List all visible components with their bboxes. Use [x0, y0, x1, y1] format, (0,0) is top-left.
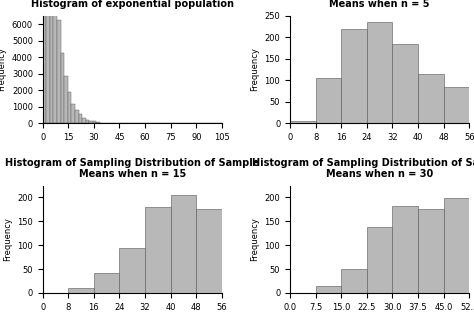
Bar	[96, 122, 100, 123]
Bar	[43, 0, 46, 123]
Bar	[341, 269, 367, 293]
Bar	[324, 291, 350, 293]
Y-axis label: Frequency: Frequency	[250, 48, 259, 91]
Bar	[57, 20, 61, 123]
Y-axis label: Frequency: Frequency	[0, 48, 6, 91]
Bar	[86, 120, 89, 123]
Bar	[75, 110, 79, 123]
Y-axis label: Frequency: Frequency	[250, 217, 259, 261]
Bar	[469, 233, 474, 293]
Bar	[46, 0, 50, 123]
Bar	[273, 272, 299, 293]
Bar	[222, 227, 247, 293]
Bar	[68, 92, 72, 123]
Bar	[392, 206, 418, 293]
Bar	[367, 22, 392, 123]
Bar	[392, 44, 418, 123]
Bar	[418, 74, 444, 123]
Bar	[290, 121, 316, 123]
Bar	[469, 112, 474, 123]
Bar	[68, 288, 94, 293]
Bar	[316, 78, 341, 123]
Bar	[444, 198, 469, 293]
Bar	[299, 284, 324, 293]
Bar	[119, 248, 145, 293]
Bar	[72, 104, 75, 123]
Bar	[94, 273, 119, 293]
Title: Histogram of Sampling Distribution of Sample
Means when n = 30: Histogram of Sampling Distribution of Sa…	[253, 158, 474, 179]
Title: Histogram of exponential population: Histogram of exponential population	[31, 0, 234, 9]
Bar	[418, 209, 444, 293]
Y-axis label: Frequency: Frequency	[3, 217, 12, 261]
Title: Histogram of Sampling Distribution of Sample
Means when n = 15: Histogram of Sampling Distribution of Sa…	[5, 158, 259, 179]
Bar	[64, 76, 68, 123]
Bar	[82, 118, 86, 123]
Bar	[444, 87, 469, 123]
Bar	[196, 209, 222, 293]
Bar	[171, 195, 196, 293]
Bar	[54, 0, 57, 123]
Bar	[89, 121, 93, 123]
Bar	[247, 254, 273, 293]
Bar	[316, 286, 341, 293]
Bar	[50, 0, 54, 123]
Bar	[93, 122, 96, 123]
Bar	[341, 29, 367, 123]
Bar	[367, 227, 392, 293]
Bar	[145, 207, 171, 293]
Bar	[61, 53, 64, 123]
Bar	[79, 114, 82, 123]
Title: Histogram of Sampling Distribution of Sample
Means when n = 5: Histogram of Sampling Distribution of Sa…	[253, 0, 474, 9]
